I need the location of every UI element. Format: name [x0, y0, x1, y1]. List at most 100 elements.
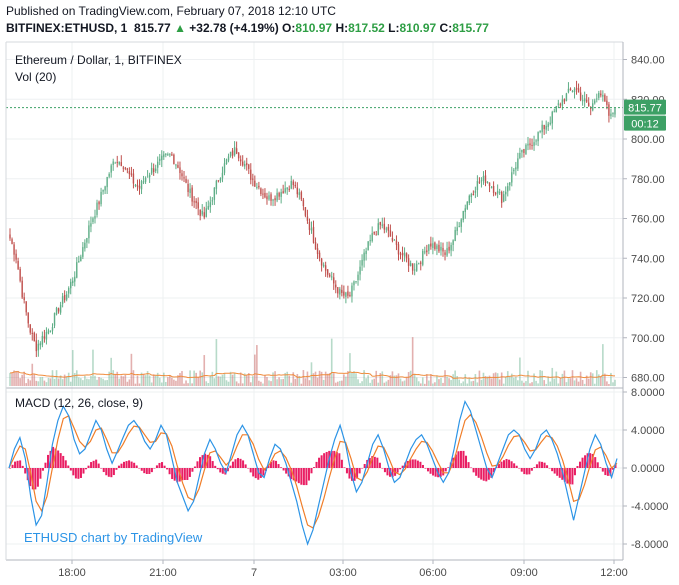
candle-body [213, 187, 216, 200]
volume-bar [399, 378, 402, 386]
candle-body [98, 201, 100, 205]
candle-body [288, 188, 290, 190]
volume-bar [144, 375, 147, 386]
macd-histogram-bar [553, 468, 556, 474]
candle-body [270, 194, 272, 201]
macd-histogram-bar [404, 462, 407, 468]
candle-body [199, 209, 201, 216]
volume-bar [575, 378, 578, 386]
volume-bar [201, 372, 204, 386]
volume-bar [13, 370, 15, 386]
volume-bar [65, 376, 68, 386]
price-tick-label: 800.00 [631, 134, 665, 146]
volume-bar [484, 376, 487, 386]
candle-body [177, 165, 179, 168]
volume-bar [409, 370, 412, 386]
candle-body [70, 281, 72, 289]
macd-histogram-bar [239, 458, 242, 468]
volume-bar [405, 376, 408, 386]
candle-body [227, 156, 230, 161]
volume-bar [45, 382, 48, 386]
macd-histogram-bar [416, 460, 419, 468]
candle-body [169, 154, 171, 156]
candle-body [513, 169, 515, 172]
volume-bar [541, 370, 543, 386]
volume-bar [154, 375, 157, 386]
candle-body [86, 238, 88, 243]
volume-bar [506, 371, 509, 386]
candle-body [486, 181, 489, 183]
volume-bar [365, 378, 367, 386]
price-tag-value: 815.77 [628, 103, 662, 115]
macd-histogram-bar [92, 460, 95, 468]
volume-label: Vol (20) [15, 70, 56, 84]
candle-body [201, 210, 203, 215]
countdown-tag: 00:12 [624, 115, 666, 131]
macd-histogram-bar [492, 468, 495, 473]
volume-bar [67, 372, 70, 386]
volume-bar [597, 374, 600, 386]
volume-bar [183, 383, 185, 386]
candle-body [290, 180, 292, 189]
macd-histogram-bar [110, 468, 113, 478]
volume-bar [508, 377, 511, 386]
candle-body [505, 191, 507, 195]
macd-histogram-bar [153, 468, 156, 469]
volume-bar [430, 374, 432, 386]
volume-bar [195, 372, 197, 386]
candle-body [207, 206, 210, 210]
volume-bar [160, 382, 163, 386]
time-tick-label: 21:00 [149, 567, 177, 579]
candle-body [157, 161, 159, 168]
candle-body [268, 195, 270, 200]
macd-histogram-bar [497, 464, 500, 468]
volume-bar [247, 373, 250, 386]
macd-histogram-bar [275, 460, 278, 468]
volume-bar [557, 383, 560, 386]
candle-body [110, 165, 112, 173]
candle-body [57, 308, 60, 312]
candle-body [581, 100, 584, 102]
candle-body [67, 288, 70, 294]
candle-body [65, 294, 68, 300]
candle-body [600, 93, 602, 96]
candle-body [494, 192, 497, 195]
volume-bar [375, 370, 378, 386]
chart-watermark: ETHUSD chart by TradingView [24, 530, 203, 545]
candle-body [17, 260, 19, 269]
volume-bar [241, 383, 244, 386]
candle-body [219, 178, 222, 181]
candle-body [254, 180, 256, 187]
volume-bar [274, 371, 276, 386]
price-tick-label: 680.00 [631, 373, 665, 385]
volume-bar [436, 375, 438, 386]
volume-bar [423, 383, 426, 386]
candle-body [239, 159, 242, 162]
volume-bar [395, 375, 398, 386]
candle-body [484, 175, 487, 183]
candle-body [541, 124, 543, 133]
macd-histogram-bar [115, 468, 118, 470]
candle-body [515, 167, 517, 170]
volume-bar [260, 381, 262, 386]
candle-body [244, 164, 246, 167]
macd-histogram-bar [166, 468, 169, 470]
candle-body [442, 247, 444, 252]
volume-bar [417, 381, 420, 386]
macd-histogram-bar [391, 468, 394, 478]
candle-body [567, 88, 570, 93]
macd-histogram-bar [358, 468, 361, 474]
candle-body [88, 225, 90, 239]
volume-bar [290, 382, 293, 386]
price-tick-label: 740.00 [631, 253, 665, 265]
macd-histogram-bar [378, 462, 381, 468]
candle-body [126, 168, 129, 170]
volume-bar [421, 377, 424, 386]
candle-body [298, 192, 301, 195]
candle-body [373, 231, 375, 234]
macd-histogram-bar [196, 461, 199, 468]
candle-body [371, 233, 373, 241]
candle-body [476, 181, 479, 191]
candle-body [29, 324, 31, 333]
